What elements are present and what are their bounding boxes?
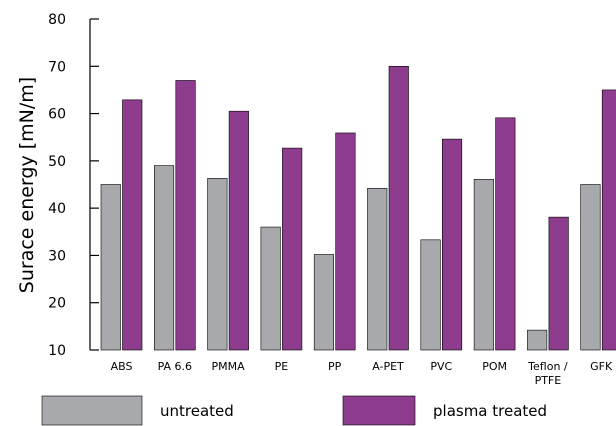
category-label: ABS [111,360,133,373]
category-label: Teflon / PTFE [527,360,568,387]
category-label: PA 6.6 [158,360,192,373]
bar-plasma-treated [228,110,249,351]
y-tick-label: 80 [48,12,66,28]
y-tick-label: 10 [48,343,66,359]
bar-untreated [420,239,441,351]
bar-plasma-treated [388,65,409,351]
bar-untreated [580,184,601,351]
bar-plasma-treated [601,89,616,351]
y-tick-label: 50 [48,154,66,170]
category-label: POM [482,360,507,373]
y-tick-label: 70 [48,59,66,75]
category-label: PE [275,360,289,373]
bar-plasma-treated [282,147,303,351]
bar-untreated [154,165,175,351]
bar-plasma-treated [335,132,356,351]
bar-untreated [207,178,228,351]
category-label: PVC [430,360,452,373]
y-tick-label: 40 [48,201,66,217]
labels: 10 20 30 40 50 60 70 80 ABS PA 6.6 PMMA PE PP A-PET PV… [48,12,613,387]
bar-plasma-treated [122,99,143,351]
bar-plasma-treated [495,117,516,351]
bar-untreated [100,184,121,351]
legend: untreated plasma treated [41,395,547,426]
legend-label-untreated: untreated [160,402,234,420]
category-label: PP [328,360,342,373]
axes [89,18,99,351]
y-tick-label: 60 [48,107,66,123]
bar-plasma-treated [548,216,569,351]
legend-swatch-untreated [41,395,143,426]
bar-untreated [527,329,548,351]
bars [100,65,616,351]
bar-untreated [260,226,281,351]
legend-label-plasma-treated: plasma treated [433,402,547,420]
category-label: A-PET [372,360,404,373]
bar-untreated [313,254,335,351]
bar-plasma-treated [175,80,196,351]
y-axis-label: Surace energy [mN/m] [16,77,38,293]
bar-plasma-treated [441,138,463,351]
bar-untreated [367,187,388,351]
y-tick-label: 20 [48,296,66,312]
bar-untreated [473,178,494,351]
y-tick-label: 30 [48,248,66,264]
legend-swatch-plasma-treated [342,395,416,426]
category-label: GFK [590,360,613,373]
category-label: PMMA [212,360,246,373]
